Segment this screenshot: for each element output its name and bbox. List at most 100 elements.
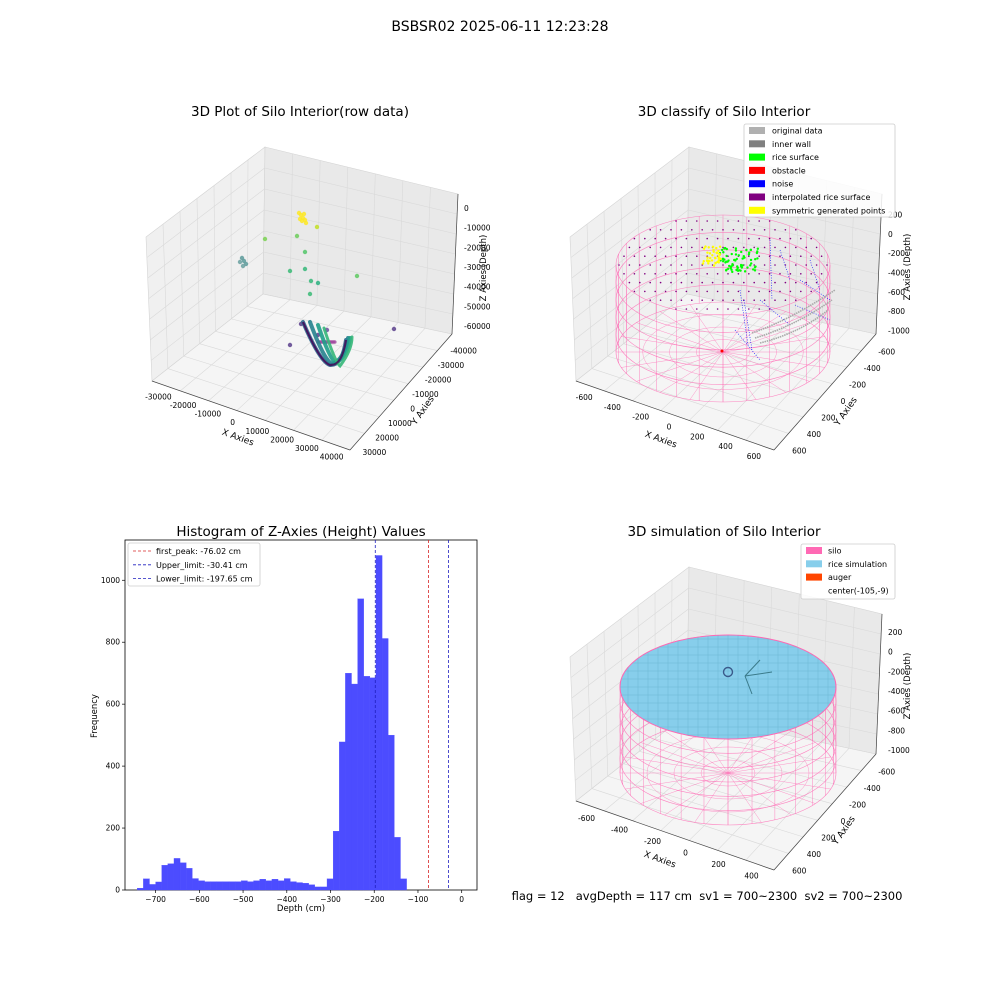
interpolated-point bbox=[706, 290, 708, 293]
interpolated-point bbox=[649, 246, 651, 249]
rice-surface-point bbox=[756, 257, 759, 260]
x-tick-label: −300 bbox=[320, 895, 341, 904]
rice-surface-point bbox=[720, 248, 724, 252]
symmetric-point bbox=[707, 246, 710, 249]
grid-line bbox=[167, 368, 365, 434]
rice-surface-point bbox=[727, 259, 730, 262]
histogram-bar bbox=[137, 887, 144, 891]
interpolated-point bbox=[639, 246, 641, 249]
legend-label: obstacle bbox=[772, 166, 806, 175]
rice-surface-point bbox=[736, 269, 740, 272]
x-tick-label: -30000 bbox=[145, 392, 172, 401]
rice-surface-point bbox=[733, 258, 736, 262]
histogram-bar bbox=[308, 884, 315, 891]
rice-surface-point bbox=[756, 247, 760, 250]
z-tick-label: -1000 bbox=[888, 326, 910, 335]
legend: silo rice simulation auger center(-105,-9) bbox=[800, 543, 896, 600]
x-tick-label: 200 bbox=[690, 432, 705, 441]
interpolated-point bbox=[691, 299, 693, 302]
interpolated-point bbox=[654, 237, 656, 240]
symmetric-point bbox=[708, 257, 712, 260]
interpolated-point bbox=[748, 255, 750, 257]
y-tick-label: 400 bbox=[807, 850, 822, 859]
interpolated-point bbox=[654, 290, 656, 293]
legend-swatch bbox=[749, 206, 765, 214]
footer-status: flag = 12 avgDepth = 117 cm sv1 = 700~23… bbox=[512, 889, 903, 903]
x-axis-label: X Axies bbox=[642, 850, 677, 871]
interpolated-point bbox=[768, 255, 771, 257]
z-tick-label: 0 bbox=[464, 204, 469, 213]
interpolated-point bbox=[628, 281, 631, 284]
interpolated-point bbox=[644, 237, 646, 240]
interpolated-point bbox=[685, 220, 688, 222]
legend-label: rice surface bbox=[772, 153, 819, 162]
rice-surface-point bbox=[749, 258, 753, 262]
rice-surface-point bbox=[747, 251, 751, 254]
noise-points bbox=[779, 249, 791, 281]
histogram-bars bbox=[137, 555, 407, 891]
x-tick-label: −400 bbox=[276, 895, 297, 904]
interpolated-point bbox=[649, 229, 651, 231]
interpolated-point bbox=[737, 220, 740, 222]
symmetric-point bbox=[706, 259, 709, 263]
interpolated-point bbox=[784, 299, 787, 302]
obstacle-point bbox=[720, 349, 724, 353]
data-point bbox=[301, 211, 307, 217]
rice-surface-point bbox=[722, 251, 725, 254]
interpolated-point bbox=[701, 281, 703, 284]
rice-surface-point bbox=[749, 248, 753, 252]
x-tick-label: −200 bbox=[364, 895, 385, 904]
grid-line bbox=[688, 608, 881, 655]
grid-line bbox=[148, 209, 265, 299]
y-tick-label: 30000 bbox=[362, 448, 386, 457]
data-point bbox=[294, 233, 300, 239]
histogram-bar bbox=[339, 741, 346, 891]
x-tick-labels: −700 −600 −500 −400 −300 −200 −100 0 bbox=[145, 890, 464, 904]
grid-line bbox=[213, 185, 216, 332]
y-axis-line bbox=[773, 753, 877, 871]
grid-line bbox=[639, 330, 833, 385]
y-tick-label: -400 bbox=[864, 784, 881, 793]
legend-label: Upper_limit: -30.41 cm bbox=[156, 561, 248, 570]
interpolated-point bbox=[691, 246, 693, 249]
z-axis-line bbox=[451, 193, 459, 335]
grid-line bbox=[264, 316, 372, 421]
legend-label: interpolated rice surface bbox=[772, 193, 870, 202]
interpolated-point bbox=[691, 281, 693, 284]
interpolated-point bbox=[737, 237, 740, 240]
legend-label: silo bbox=[828, 547, 842, 556]
data-point bbox=[262, 236, 268, 242]
interpolated-point bbox=[784, 281, 787, 284]
rice-surface-point bbox=[751, 268, 755, 271]
y-tick-label: 20000 bbox=[375, 433, 399, 442]
y-tick-label: -40000 bbox=[450, 346, 477, 355]
data-point bbox=[302, 249, 308, 255]
data-point bbox=[391, 326, 397, 332]
histogram-bar bbox=[363, 676, 371, 891]
y-tick-label: 600 bbox=[106, 700, 121, 709]
interpolated-point bbox=[680, 229, 683, 231]
panel-title: 3D simulation of Silo Interior bbox=[627, 524, 821, 540]
rice-surface-point bbox=[721, 259, 725, 263]
grid-line bbox=[573, 230, 689, 320]
x-tick-label: −600 bbox=[189, 895, 210, 904]
x-axis-line bbox=[575, 380, 775, 451]
legend-swatch bbox=[749, 153, 765, 161]
interpolated-point bbox=[800, 237, 802, 240]
silo-floor-ring bbox=[642, 314, 804, 390]
interpolated-point bbox=[779, 255, 781, 257]
data-point bbox=[333, 340, 337, 344]
x-tick-label: 10000 bbox=[245, 427, 269, 436]
data-point bbox=[299, 218, 305, 224]
histogram-bar bbox=[247, 881, 254, 891]
y-tick-label: 10000 bbox=[388, 419, 412, 428]
interpolated-point bbox=[758, 237, 760, 240]
data-point bbox=[240, 263, 246, 269]
interpolated-point bbox=[670, 299, 672, 302]
interpolated-point bbox=[644, 273, 646, 275]
interpolated-point bbox=[670, 229, 672, 231]
z-axis-line bbox=[875, 613, 883, 755]
grid-line bbox=[660, 310, 769, 411]
